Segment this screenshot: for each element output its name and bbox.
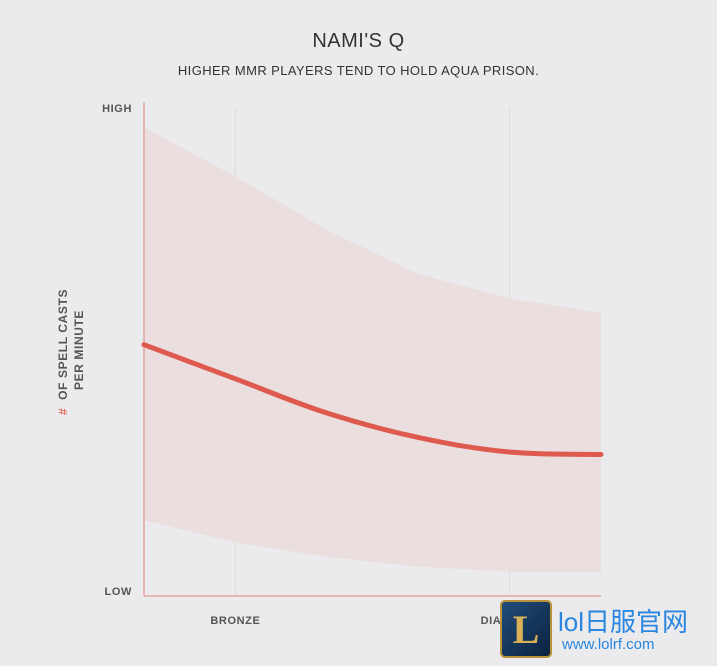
variance-band (144, 127, 601, 572)
y-tick-low: LOW (105, 586, 132, 598)
y-axis-label-hash: # (56, 408, 70, 415)
y-tick-high: HIGH (102, 103, 132, 115)
y-axis-label-text: OF SPELL CASTS (56, 289, 70, 400)
watermark-name: lol日服官网 (558, 607, 689, 637)
x-tick-label: BRONZE (210, 615, 260, 627)
chart-title: NAMI'S Q (312, 30, 405, 52)
x-ticks: BRONZE DIA (210, 615, 502, 627)
x-tick-label: DIA (481, 615, 502, 627)
league-logo-icon: L (500, 600, 552, 658)
chart-subtitle: HIGHER MMR PLAYERS TEND TO HOLD AQUA PRI… (177, 63, 540, 78)
y-axis-label-line1: # OF SPELL CASTS (56, 289, 70, 415)
watermark: L lol日服官网 www.lolrf.com (500, 600, 717, 666)
series-line (141, 342, 604, 457)
watermark-url: www.lolrf.com (562, 636, 655, 653)
y-axis-label-line2: PER MINUTE (72, 310, 86, 390)
logo-letter: L (512, 607, 540, 652)
